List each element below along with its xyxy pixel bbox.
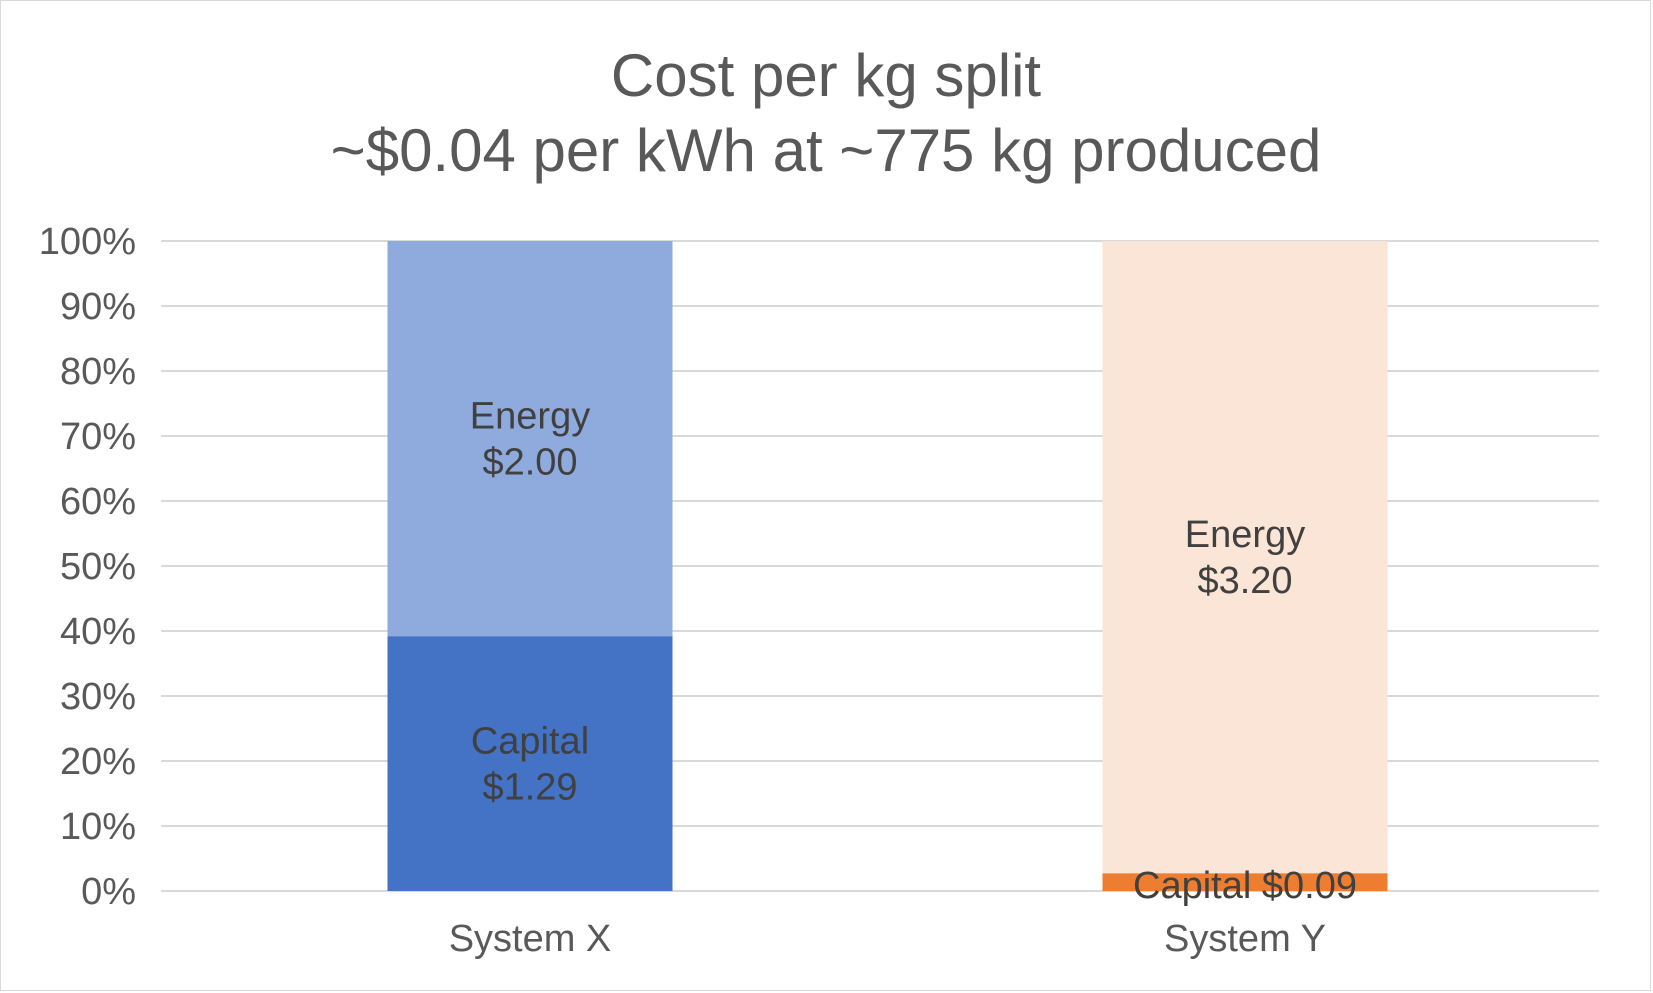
y-tick-label: 100% <box>39 221 136 263</box>
bar-segment-capital <box>387 636 673 891</box>
y-tick-label: 0% <box>81 871 136 913</box>
y-axis-ticks: 0% 10% 20% 30% 40% 50% 60% 70% 80% 90% 100% <box>39 221 136 913</box>
y-tick-label: 20% <box>60 741 136 783</box>
bars <box>387 241 1388 891</box>
data-label: Energy <box>1185 514 1305 556</box>
bar-segment-energy <box>1102 241 1388 874</box>
x-category-label: System Y <box>1164 918 1326 960</box>
data-label: $3.20 <box>1197 560 1292 602</box>
y-tick-label: 30% <box>60 676 136 718</box>
data-label: Energy <box>470 396 590 438</box>
y-tick-label: 60% <box>60 481 136 523</box>
y-tick-label: 50% <box>60 546 136 588</box>
bar-segment-capital <box>1102 873 1388 891</box>
data-label: Capital $0.09 <box>1133 865 1357 907</box>
data-label: $1.29 <box>482 767 577 809</box>
x-category-label: System X <box>449 918 612 960</box>
x-axis-categories: System X System Y <box>449 918 1326 960</box>
data-label: $2.00 <box>482 442 577 484</box>
chart-title: Cost per kg split ~$0.04 per kWh at ~775 … <box>331 42 1322 184</box>
y-tick-label: 10% <box>60 806 136 848</box>
data-label: Capital <box>471 721 589 763</box>
chart-subtitle-line: ~$0.04 per kWh at ~775 kg produced <box>331 117 1322 184</box>
y-tick-label: 80% <box>60 351 136 393</box>
y-tick-label: 90% <box>60 286 136 328</box>
bar-segment-energy <box>387 241 673 637</box>
y-tick-label: 70% <box>60 416 136 458</box>
y-tick-label: 40% <box>60 611 136 653</box>
chart-title-line: Cost per kg split <box>611 42 1041 109</box>
